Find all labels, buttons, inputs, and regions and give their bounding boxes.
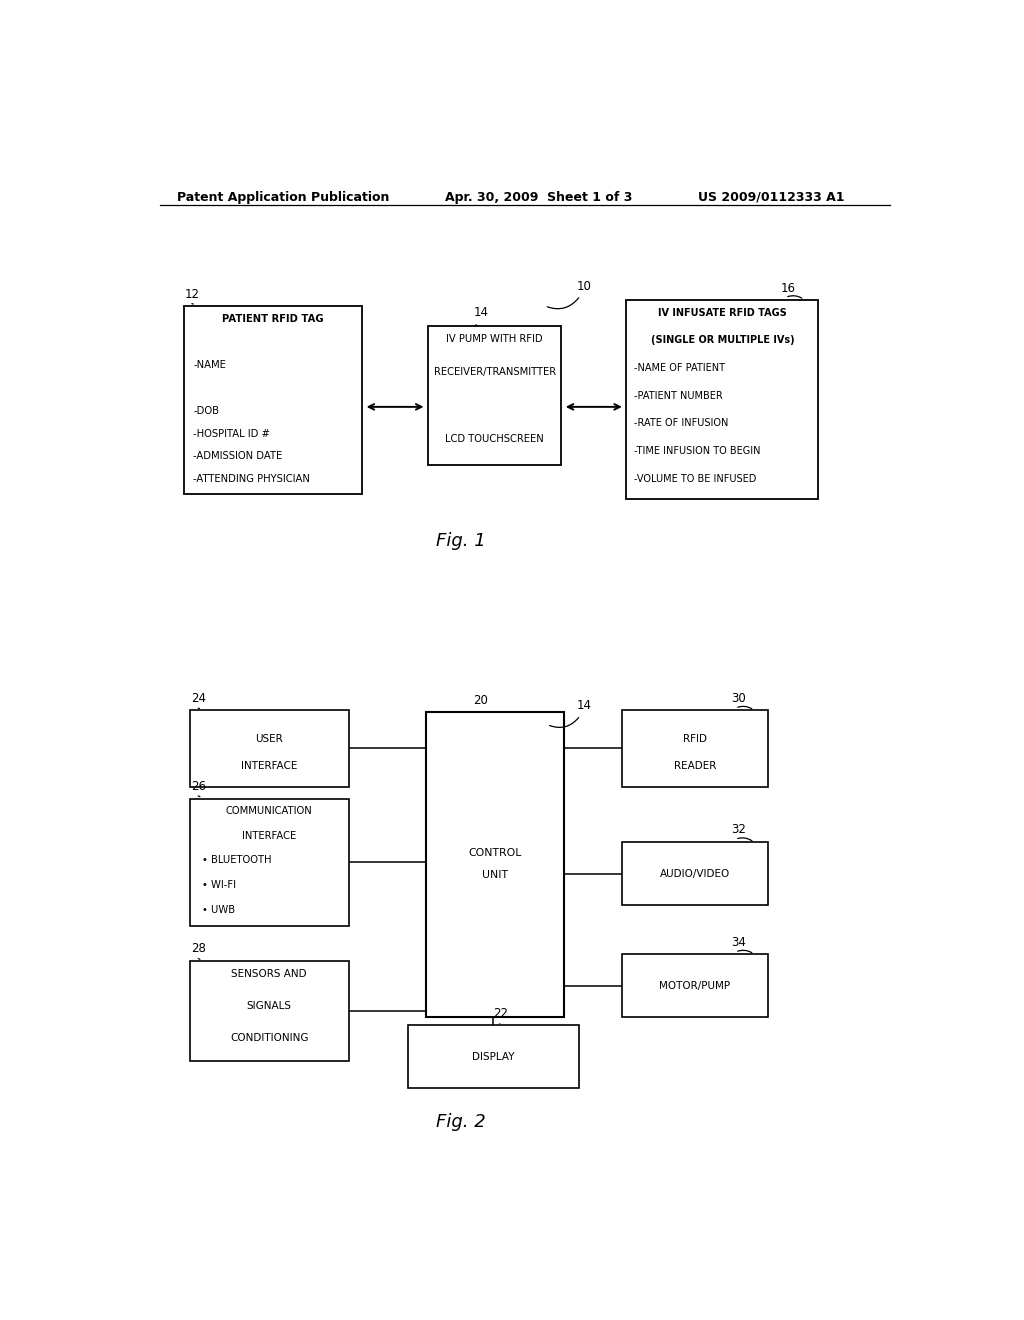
Text: -ATTENDING PHYSICIAN: -ATTENDING PHYSICIAN	[194, 474, 310, 484]
Text: 26: 26	[191, 780, 207, 792]
Text: 32: 32	[731, 824, 746, 837]
Text: -VOLUME TO BE INFUSED: -VOLUME TO BE INFUSED	[634, 474, 757, 484]
Text: (SINGLE OR MULTIPLE IVs): (SINGLE OR MULTIPLE IVs)	[650, 335, 795, 346]
Text: INTERFACE: INTERFACE	[241, 760, 297, 771]
Text: -RATE OF INFUSION: -RATE OF INFUSION	[634, 418, 729, 429]
Text: INTERFACE: INTERFACE	[242, 830, 296, 841]
Bar	[183, 306, 362, 494]
Text: • WI-FI: • WI-FI	[202, 880, 236, 890]
Text: 34: 34	[731, 936, 746, 949]
Text: 30: 30	[731, 692, 745, 705]
Text: -TIME INFUSION TO BEGIN: -TIME INFUSION TO BEGIN	[634, 446, 761, 457]
Bar	[627, 300, 818, 499]
Text: IV INFUSATE RFID TAGS: IV INFUSATE RFID TAGS	[658, 308, 786, 318]
Bar	[409, 1026, 579, 1089]
Bar	[622, 842, 768, 906]
Text: Fig. 2: Fig. 2	[436, 1113, 486, 1131]
Text: CONTROL: CONTROL	[468, 847, 521, 858]
Text: READER: READER	[674, 760, 716, 771]
Text: Fig. 1: Fig. 1	[436, 532, 486, 549]
Text: 28: 28	[191, 942, 207, 956]
Text: SENSORS AND: SENSORS AND	[231, 969, 307, 979]
Text: Patent Application Publication: Patent Application Publication	[177, 191, 389, 203]
Text: US 2009/0112333 A1: US 2009/0112333 A1	[697, 191, 845, 203]
Bar	[428, 326, 561, 466]
Text: COMMUNICATION: COMMUNICATION	[226, 805, 312, 816]
Text: 14: 14	[473, 306, 488, 319]
Bar	[189, 799, 348, 925]
Text: CONDITIONING: CONDITIONING	[230, 1032, 308, 1043]
Text: -NAME: -NAME	[194, 360, 226, 370]
Bar	[189, 710, 348, 787]
Text: RECEIVER/TRANSMITTER: RECEIVER/TRANSMITTER	[433, 367, 556, 378]
Text: 24: 24	[191, 692, 207, 705]
Bar	[189, 961, 348, 1061]
Text: AUDIO/VIDEO: AUDIO/VIDEO	[659, 869, 730, 879]
Text: • UWB: • UWB	[202, 904, 234, 915]
Text: PATIENT RFID TAG: PATIENT RFID TAG	[222, 314, 324, 323]
Bar	[622, 710, 768, 787]
Text: IV PUMP WITH RFID: IV PUMP WITH RFID	[446, 334, 543, 345]
Text: -PATIENT NUMBER: -PATIENT NUMBER	[634, 391, 723, 401]
Text: Apr. 30, 2009  Sheet 1 of 3: Apr. 30, 2009 Sheet 1 of 3	[445, 191, 633, 203]
Text: • BLUETOOTH: • BLUETOOTH	[202, 855, 271, 865]
Bar	[622, 954, 768, 1018]
Text: 16: 16	[781, 281, 796, 294]
Text: RFID: RFID	[683, 734, 707, 743]
Text: 22: 22	[494, 1007, 508, 1020]
Text: -DOB: -DOB	[194, 405, 219, 416]
Text: 12: 12	[185, 288, 200, 301]
Text: DISPLAY: DISPLAY	[472, 1052, 515, 1061]
Text: UNIT: UNIT	[482, 870, 508, 880]
Text: USER: USER	[255, 734, 283, 743]
Text: LCD TOUCHSCREEN: LCD TOUCHSCREEN	[445, 434, 544, 444]
Text: -ADMISSION DATE: -ADMISSION DATE	[194, 451, 283, 462]
Text: 14: 14	[577, 700, 592, 713]
Bar	[426, 713, 564, 1018]
Text: 20: 20	[473, 694, 488, 708]
Text: MOTOR/PUMP: MOTOR/PUMP	[659, 981, 730, 991]
Text: -HOSPITAL ID #: -HOSPITAL ID #	[194, 429, 270, 438]
Text: SIGNALS: SIGNALS	[247, 1001, 292, 1011]
Text: 10: 10	[577, 280, 591, 293]
Text: -NAME OF PATIENT: -NAME OF PATIENT	[634, 363, 725, 374]
